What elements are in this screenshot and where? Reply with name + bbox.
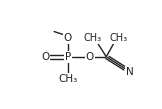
Text: CH₃: CH₃ — [83, 33, 102, 43]
Text: O: O — [64, 33, 72, 43]
Text: O: O — [41, 52, 49, 62]
Text: CH₃: CH₃ — [58, 74, 78, 83]
Text: P: P — [65, 52, 71, 62]
Text: CH₃: CH₃ — [110, 33, 128, 43]
Text: O: O — [86, 52, 94, 62]
Text: N: N — [126, 67, 134, 77]
